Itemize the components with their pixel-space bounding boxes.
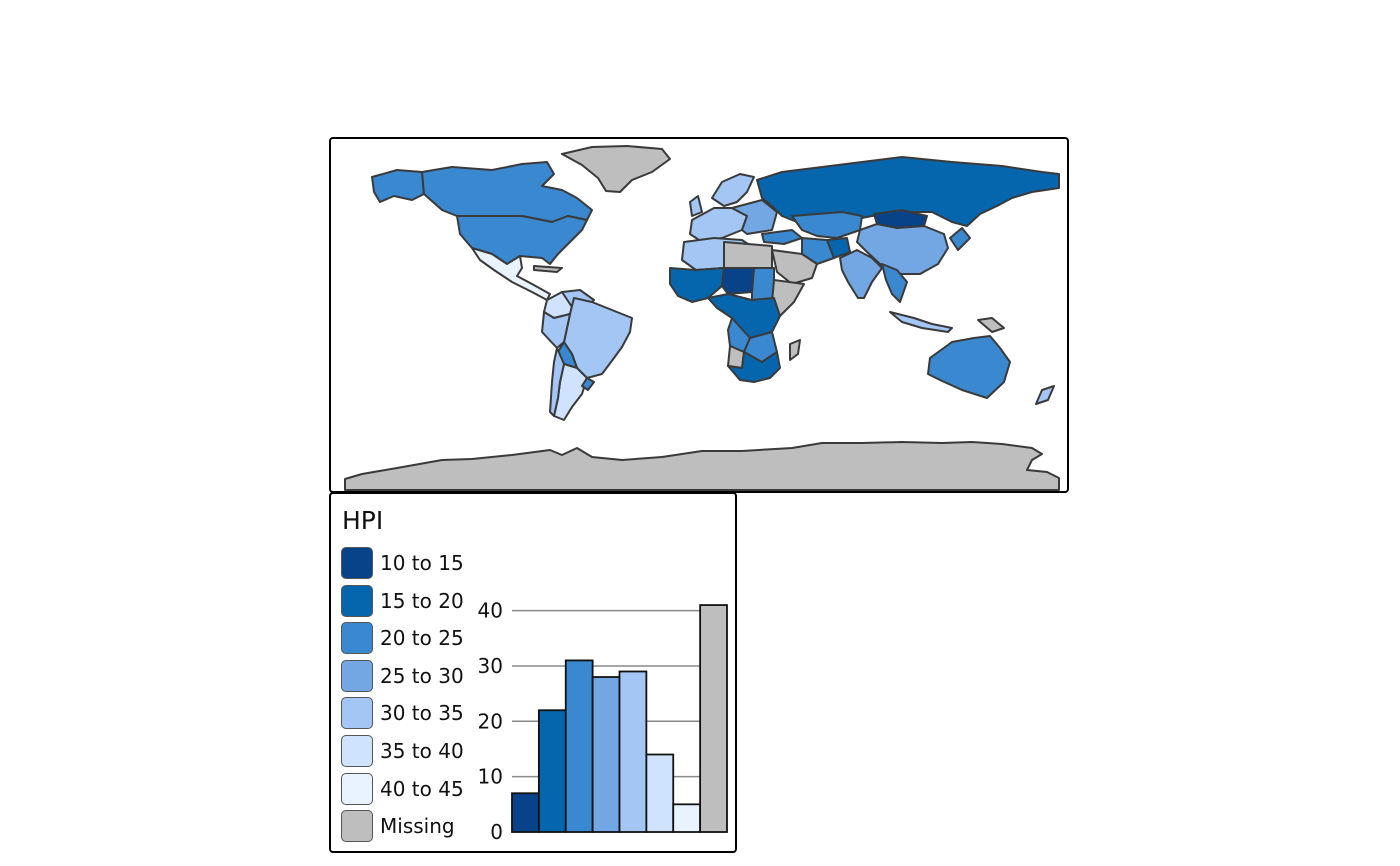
legend-label: 35 to 40 — [380, 739, 464, 763]
region-madagascar — [789, 339, 801, 361]
histogram-bar-6 — [645, 753, 675, 833]
y-tick-label: 30 — [478, 654, 503, 678]
region-libya-egypt — [723, 241, 773, 269]
legend-swatch — [341, 773, 373, 805]
legend-label: 10 to 15 — [380, 551, 464, 575]
region-east-europe — [731, 199, 778, 235]
region-se-asia — [881, 263, 908, 303]
region-cuba — [533, 265, 563, 273]
region-turkey — [761, 229, 803, 245]
legend-swatch — [341, 735, 373, 767]
legend-swatch — [341, 660, 373, 692]
y-tick-label: 40 — [478, 599, 503, 623]
histogram-bar-2 — [537, 709, 567, 833]
legend-item-15-to-20: 15 to 20 — [341, 584, 464, 618]
region-china — [856, 223, 949, 275]
legend-label: 30 to 35 — [380, 701, 464, 725]
region-india — [839, 249, 883, 299]
legend-item-10-to-15: 10 to 15 — [341, 546, 464, 580]
legend-label: 25 to 30 — [380, 664, 464, 688]
histogram-bar-5 — [618, 670, 648, 833]
legend-label: 40 to 45 — [380, 777, 464, 801]
region-kazakhstan — [791, 211, 863, 239]
region-uruguay — [581, 377, 595, 391]
legend-swatch — [341, 547, 373, 579]
legend-item-40-to-45: 40 to 45 — [341, 772, 464, 806]
histogram-bars — [511, 604, 728, 833]
histogram-chart: 0 10 20 30 40 — [478, 599, 728, 844]
world-choropleth-map — [344, 145, 1060, 491]
region-afghanistan — [826, 237, 851, 259]
region-alaska — [371, 169, 425, 203]
region-antarctica — [344, 441, 1060, 491]
region-new-zealand — [1035, 385, 1055, 405]
histogram-y-ticks: 0 10 20 30 40 — [478, 599, 503, 844]
legend-panel: HPI 10 to 15 15 to 20 20 to 25 25 to 30 … — [329, 492, 737, 853]
region-niger-chad — [721, 267, 755, 295]
region-mexico — [471, 247, 551, 301]
legend-swatch — [341, 697, 373, 729]
legend-title: HPI — [342, 506, 384, 535]
region-indonesia — [889, 311, 953, 333]
histogram-bar-7 — [672, 803, 702, 833]
legend-label: Missing — [380, 814, 455, 838]
region-usa — [456, 215, 588, 265]
legend-item-30-to-35: 30 to 35 — [341, 696, 464, 730]
region-korea-japan — [949, 227, 971, 251]
map-panel — [329, 137, 1069, 493]
region-uk — [689, 195, 703, 217]
legend-item-20-to-25: 20 to 25 — [341, 621, 464, 655]
y-tick-label: 20 — [478, 709, 503, 733]
legend-item-missing: Missing — [341, 809, 455, 843]
region-sudan — [751, 267, 775, 301]
legend-label: 15 to 20 — [380, 589, 464, 613]
legend-swatch — [341, 622, 373, 654]
histogram-bar-8 — [699, 604, 728, 833]
legend-swatch — [341, 810, 373, 842]
y-tick-label: 10 — [478, 765, 503, 789]
region-greenland — [561, 145, 671, 193]
region-saudi — [771, 249, 818, 285]
region-canada — [421, 161, 593, 223]
legend-item-35-to-40: 35 to 40 — [341, 734, 464, 768]
histogram-bar-1 — [511, 792, 540, 833]
region-new-guinea — [977, 317, 1005, 333]
histogram-bar-3 — [564, 659, 594, 833]
region-chile — [549, 347, 565, 417]
histogram-bar-4 — [591, 676, 621, 833]
region-australia — [927, 335, 1011, 399]
region-southern-africa — [727, 351, 781, 383]
legend-item-25-to-30: 25 to 30 — [341, 659, 464, 693]
y-tick-label: 0 — [490, 820, 503, 844]
region-iran — [801, 237, 835, 265]
region-scandinavia — [711, 173, 755, 207]
legend-swatch — [341, 585, 373, 617]
legend-label: 20 to 25 — [380, 626, 464, 650]
